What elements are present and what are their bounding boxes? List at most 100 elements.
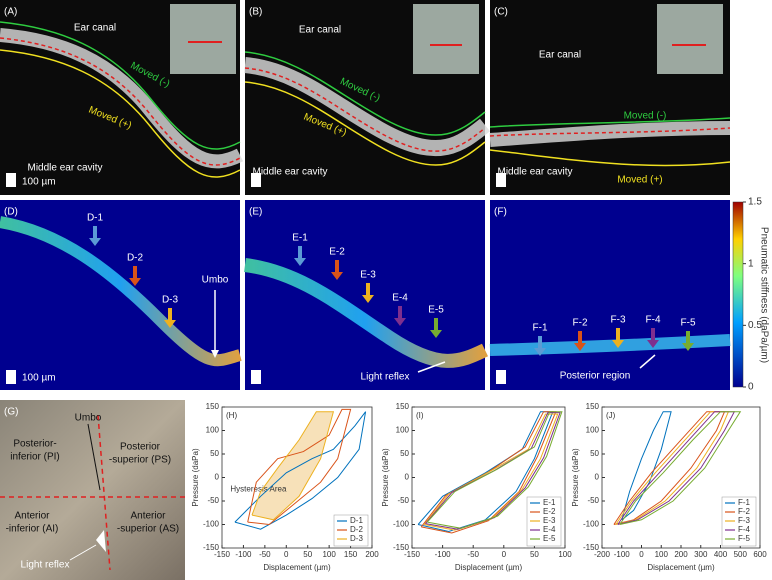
- x-tick-label: -150: [404, 550, 421, 559]
- x-tick-label: 100: [558, 550, 572, 559]
- panel-text: -superior (AS): [117, 524, 179, 535]
- x-axis-label: Displacement (µm): [263, 563, 331, 572]
- legend-label: F-1: [738, 498, 751, 507]
- x-tick-label: -100: [614, 550, 631, 559]
- panel-text: -superior (PS): [109, 455, 171, 466]
- legend-label: D-3: [350, 534, 363, 543]
- panel-text: -inferior (AI): [6, 524, 59, 535]
- panel-text: Ear canal: [299, 25, 341, 36]
- y-tick-label: -100: [203, 520, 220, 529]
- panel-text: Light reflex: [361, 372, 410, 383]
- x-tick-label: 200: [365, 550, 379, 559]
- legend-label: E-3: [543, 516, 556, 525]
- y-tick-label: -50: [207, 496, 219, 505]
- panel-text: Umbo: [202, 275, 229, 286]
- x-axis-label: Displacement (µm): [455, 563, 523, 572]
- arrow-head: [394, 318, 406, 326]
- y-axis-label: Pressure (daPa): [191, 448, 200, 507]
- oct-images: [0, 0, 731, 195]
- panel-text: Posterior: [120, 442, 161, 453]
- panel-text: Middle ear cavity: [497, 167, 572, 178]
- panel-text: Posterior region: [560, 371, 631, 382]
- chart: -150 -100 -50 0 50 100 150 200 -150 -100 -50 0 50 100…: [191, 402, 379, 572]
- x-tick-label: 200: [674, 550, 688, 559]
- colorbar-tick-label: 1.5: [748, 197, 762, 208]
- legend-label: F-2: [738, 507, 751, 516]
- legend-label: F-3: [738, 516, 751, 525]
- y-tick-label: 50: [400, 449, 409, 458]
- panel-text: Ear canal: [74, 23, 116, 34]
- panel-text: E-5: [428, 305, 444, 316]
- x-tick-label: 600: [753, 550, 767, 559]
- arrow-head: [682, 343, 694, 351]
- legend-label: D-2: [350, 525, 363, 534]
- arrow-head: [331, 272, 343, 280]
- y-tick-label: -150: [393, 543, 410, 552]
- series-line: [426, 411, 563, 529]
- x-tick-label: 300: [694, 550, 708, 559]
- annotation: Hysteresis Area: [230, 484, 287, 493]
- x-tick-label: 50: [530, 550, 539, 559]
- colorbar-title: Pneumatic stiffness (daPa/µm): [758, 227, 769, 363]
- y-tick-label: 100: [206, 426, 220, 435]
- x-tick-label: 400: [714, 550, 728, 559]
- panel-label: (A): [4, 7, 17, 18]
- arrow-head: [612, 340, 624, 348]
- arrow-head: [430, 330, 442, 338]
- y-axis-label: Pressure (daPa): [381, 448, 390, 507]
- arrow-head: [164, 320, 176, 328]
- x-tick-label: -100: [235, 550, 252, 559]
- legend-label: E-2: [543, 507, 556, 516]
- panel-text: Ear canal: [539, 50, 581, 61]
- x-tick-label: 0: [639, 550, 644, 559]
- colorbar-tick-label: 0.5: [748, 320, 762, 331]
- arrow-head: [362, 295, 374, 303]
- arrow-head: [211, 350, 219, 358]
- chart-title: (J): [606, 411, 616, 420]
- y-tick-label: 50: [210, 449, 219, 458]
- panel-label: (D): [4, 207, 18, 218]
- panel-text: Middle ear cavity: [27, 163, 102, 174]
- panel-text: inferior (PI): [10, 452, 59, 463]
- panel-label: (E): [249, 207, 262, 218]
- arrow-head: [294, 258, 306, 266]
- x-tick-label: 100: [322, 550, 336, 559]
- panel-text: 100 µm: [22, 177, 56, 188]
- legend-label: E-1: [543, 498, 556, 507]
- arrow: [69, 544, 97, 561]
- y-tick-label: -150: [203, 543, 220, 552]
- series-line: [619, 411, 742, 525]
- arrow: [639, 354, 656, 369]
- y-tick-label: 100: [396, 426, 410, 435]
- y-tick-label: 100: [586, 426, 600, 435]
- arrow-head: [647, 340, 659, 348]
- series-line: [247, 408, 352, 526]
- y-tick-label: -100: [583, 520, 600, 529]
- hysteresis-area: [252, 411, 334, 520]
- panel-text: F-3: [611, 315, 626, 326]
- panel-text: F-4: [646, 315, 661, 326]
- panel-text: F-5: [681, 318, 696, 329]
- y-tick-label: -50: [587, 496, 599, 505]
- chart-title: (I): [416, 411, 424, 420]
- y-tick-label: 0: [595, 473, 600, 482]
- x-tick-label: 50: [303, 550, 312, 559]
- y-tick-label: 150: [396, 402, 410, 411]
- panel-label: (B): [249, 7, 262, 18]
- panel-label: (G): [4, 407, 18, 418]
- arrow: [417, 361, 446, 373]
- panel-text: Umbo: [75, 413, 102, 424]
- x-tick-label: -50: [259, 550, 271, 559]
- panel-text: Moved (-): [624, 111, 667, 122]
- x-tick-label: -50: [467, 550, 479, 559]
- colorbar-tick-label: 0: [748, 382, 754, 393]
- panel-text: E-2: [329, 247, 345, 258]
- x-tick-label: 150: [344, 550, 358, 559]
- panel-text: D-1: [87, 213, 104, 224]
- legend-label: F-5: [738, 534, 751, 543]
- panel-text: E-1: [292, 233, 308, 244]
- chart: -200 -100 0 100 200 300 400 500 600-150-100-5005…: [571, 402, 767, 572]
- series-line: [251, 411, 335, 521]
- panel-text: Moved (+): [617, 175, 662, 186]
- panel-text: Middle ear cavity: [252, 167, 327, 178]
